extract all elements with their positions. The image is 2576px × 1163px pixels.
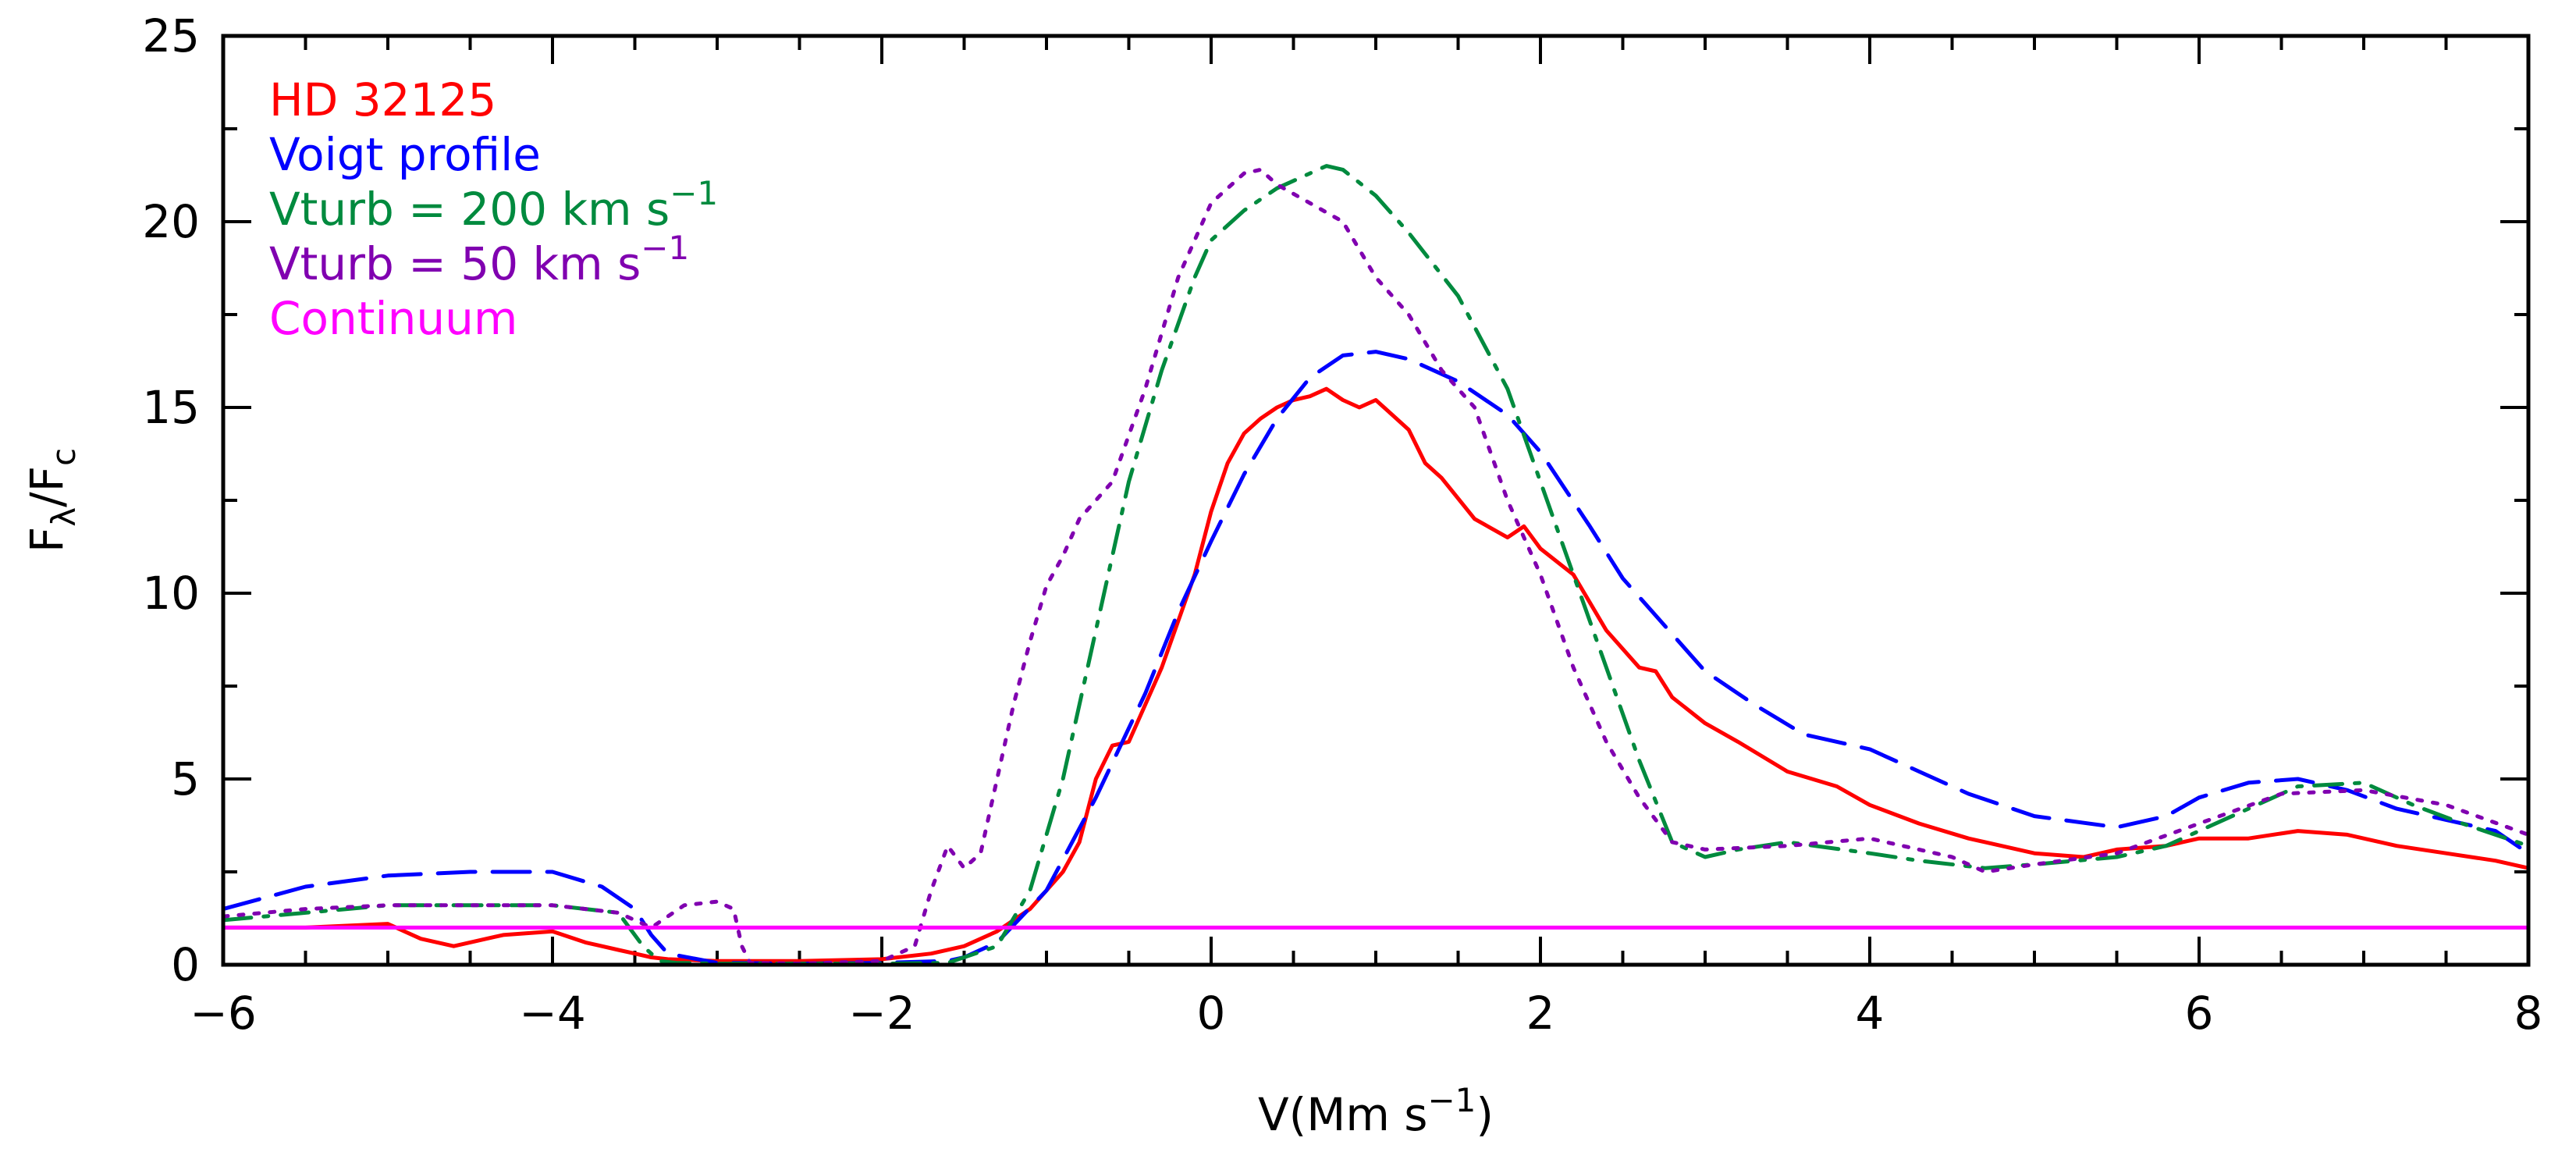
y-tick-label: 0	[171, 938, 200, 991]
y-tick-label: 10	[142, 567, 200, 620]
y-axis-label: Fλ/Fc	[20, 448, 83, 553]
x-tick-label: −6	[190, 987, 257, 1040]
legend-entry-4: Continuum	[269, 292, 517, 345]
x-tick-label: −2	[848, 987, 915, 1040]
x-tick-label: 2	[1526, 987, 1555, 1040]
plot-frame	[221, 34, 2531, 967]
x-axis-label: V(Mm s−1)	[1258, 1081, 1494, 1141]
x-tick-label: 0	[1197, 987, 1226, 1040]
x-tick-label: 4	[1856, 987, 1885, 1040]
y-tick-label: 20	[142, 195, 200, 248]
y-tick-label: 25	[142, 9, 200, 62]
series-line-0	[221, 386, 2531, 963]
legend-entry-1: Voigt profile	[269, 128, 541, 181]
x-tick-label: 6	[2185, 987, 2214, 1040]
y-tick-label: 15	[142, 381, 200, 434]
x-tick-label: −4	[519, 987, 586, 1040]
y-tick-label: 5	[171, 752, 200, 806]
series-line-1	[221, 350, 2531, 966]
x-tick-label: 8	[2514, 987, 2543, 1040]
tick-labels: −6 −4 −2 0 2 4 6 8 0 5 10 15 20 25	[142, 9, 2542, 1040]
legend-entry-0: HD 32125	[269, 73, 496, 126]
legend-entry-3: Vturb = 50 km s−1	[269, 229, 689, 290]
series-line-3	[221, 167, 2531, 966]
axis-ticks	[222, 34, 2530, 966]
legend-entry-2: Vturb = 200 km s−1	[269, 174, 718, 236]
